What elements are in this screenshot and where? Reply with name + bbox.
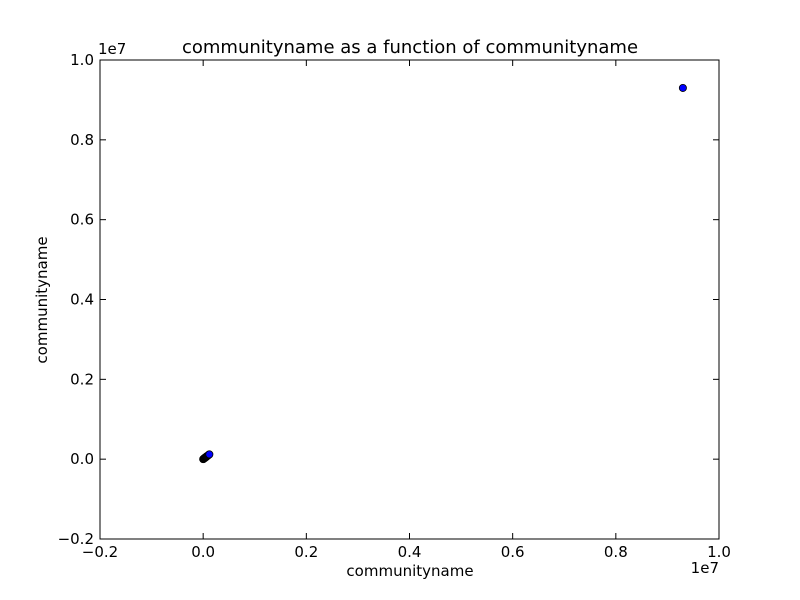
data-point [205, 450, 214, 459]
x-axis-label: communityname [346, 562, 473, 580]
x-tick-label: −0.2 [82, 543, 118, 561]
x-tick-label: 0.0 [191, 543, 215, 561]
x-tick-label: 0.8 [604, 543, 628, 561]
x-tick-label: 1.0 [707, 543, 731, 561]
chart-title: communityname as a function of community… [182, 37, 638, 58]
y-offset-label: 1e7 [98, 40, 126, 58]
y-tick-label: −0.2 [58, 530, 94, 548]
x-offset-label: 1e7 [691, 559, 719, 577]
y-tick-label: 0.0 [70, 450, 94, 468]
x-tick-label: 0.2 [294, 543, 318, 561]
data-point [678, 83, 687, 92]
y-tick-label: 0.4 [70, 291, 94, 309]
ticks-layer: −0.2 0.0 0.2 0.4 0.6 0.8 1.0 −0.2 0.0 0.2 0.4 0.6 0.… [58, 51, 731, 561]
x-tick-label: 0.6 [501, 543, 525, 561]
points-layer [199, 83, 687, 464]
y-tick-label: 1.0 [70, 51, 94, 69]
x-tick-label: 0.4 [398, 543, 422, 561]
y-tick-label: 0.8 [70, 131, 94, 149]
y-axis-label: communityname [33, 236, 51, 363]
y-tick-label: 0.6 [70, 211, 94, 229]
plot-frame [99, 59, 720, 540]
y-tick-label: 0.2 [70, 370, 94, 388]
